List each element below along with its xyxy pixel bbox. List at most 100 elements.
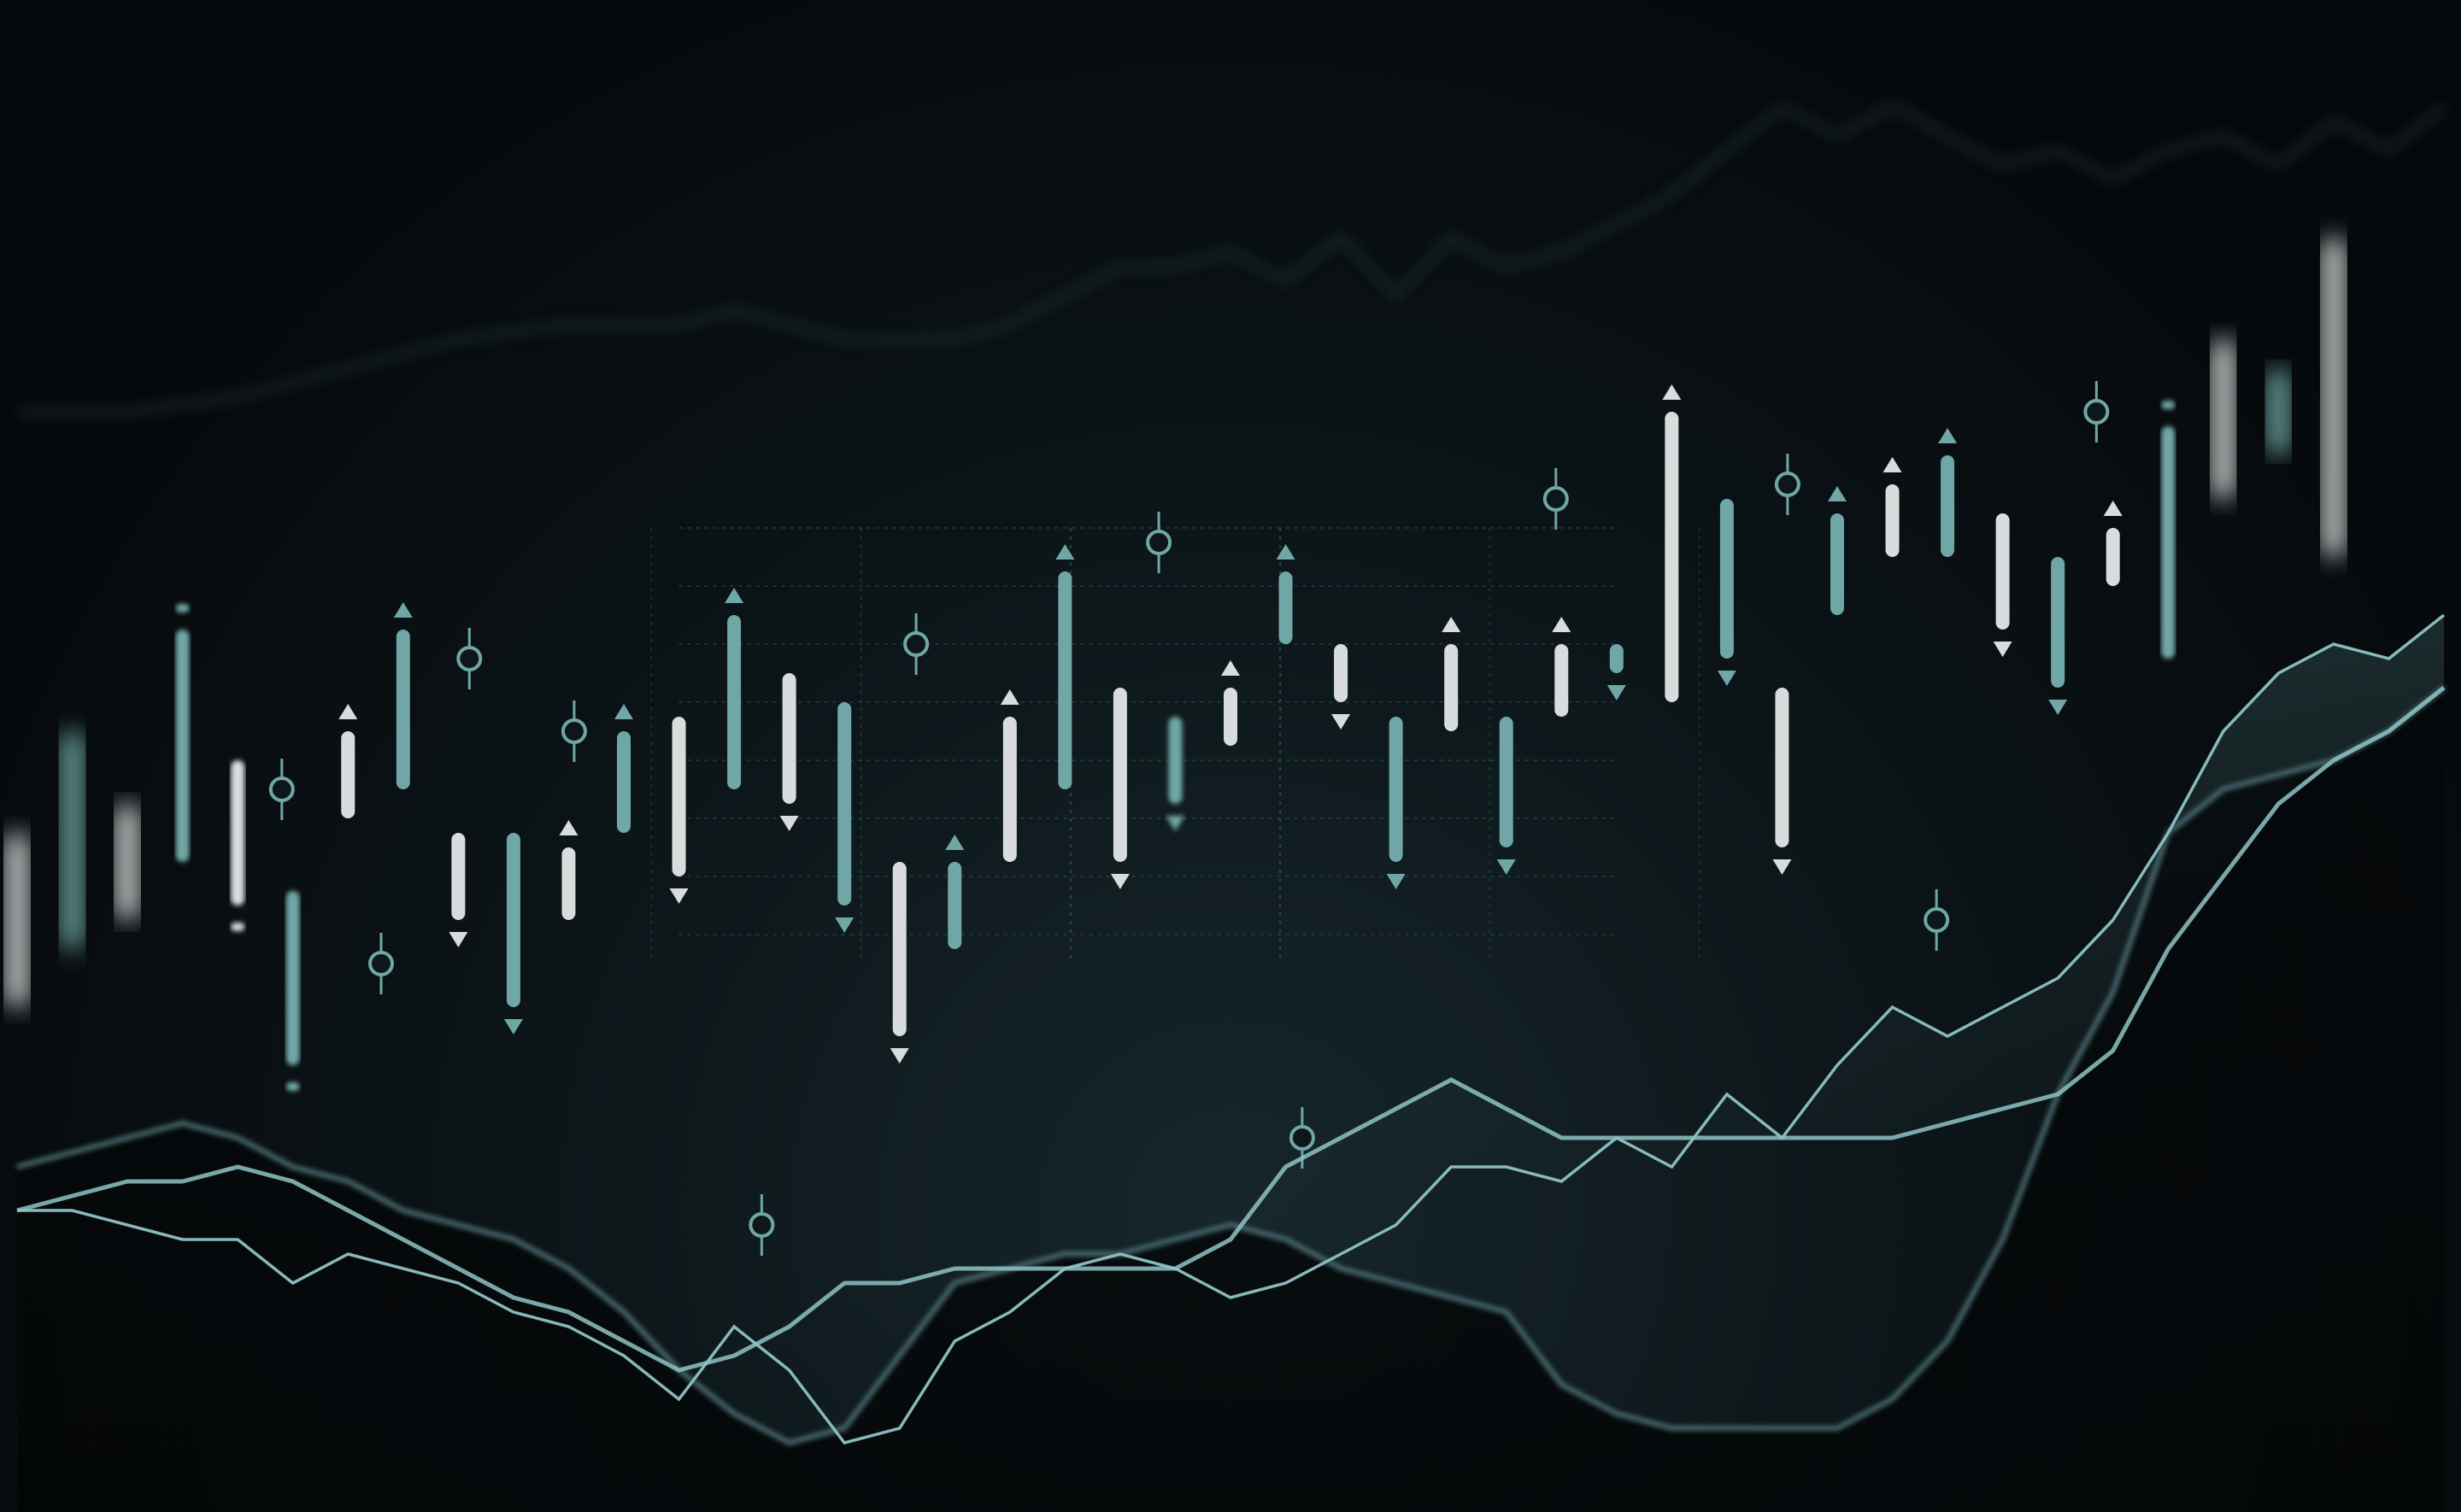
candles-layer bbox=[6, 237, 2345, 1091]
candle bbox=[1221, 660, 1240, 746]
candle-body bbox=[1775, 688, 1789, 847]
pin-circle bbox=[1924, 907, 1950, 933]
candle-body bbox=[1609, 644, 1624, 673]
up-marker bbox=[2103, 501, 2123, 516]
candle-body bbox=[341, 731, 355, 818]
candle-body bbox=[892, 862, 907, 1036]
down-marker bbox=[779, 816, 799, 831]
candle bbox=[2161, 401, 2176, 659]
pin-circle bbox=[1289, 1125, 1315, 1151]
candle bbox=[449, 833, 468, 947]
candle-body bbox=[2211, 339, 2235, 499]
candle bbox=[503, 833, 523, 1034]
candle bbox=[116, 804, 139, 920]
candle bbox=[1552, 617, 1571, 717]
up-marker bbox=[338, 704, 358, 719]
up-marker bbox=[1055, 544, 1075, 560]
candle bbox=[1606, 644, 1626, 700]
lower-line bbox=[16, 685, 2446, 1446]
up-marker bbox=[1552, 617, 1571, 632]
candle-body bbox=[285, 891, 300, 1065]
candle-body bbox=[451, 833, 466, 920]
pin-circle bbox=[903, 631, 930, 657]
candle-body bbox=[1058, 571, 1072, 789]
down-marker bbox=[1166, 816, 1185, 831]
candle bbox=[725, 588, 744, 789]
top-faint-line-layer bbox=[17, 104, 2446, 413]
pin-marker bbox=[561, 700, 587, 762]
down-marker bbox=[1331, 714, 1351, 730]
pin-circle bbox=[368, 951, 394, 976]
pin-circle bbox=[456, 646, 483, 671]
up-marker bbox=[1828, 486, 1847, 501]
candle-body bbox=[1278, 571, 1293, 644]
candle-body bbox=[2322, 237, 2345, 557]
down-marker bbox=[835, 917, 855, 933]
up-marker bbox=[393, 602, 413, 618]
candle-body bbox=[672, 717, 686, 876]
down-marker bbox=[890, 1048, 909, 1064]
lower-area bbox=[17, 688, 2444, 1512]
candle-body bbox=[1941, 455, 1955, 557]
candle bbox=[1276, 544, 1295, 644]
pin-circle bbox=[1146, 530, 1172, 555]
candle-body bbox=[948, 862, 962, 949]
pin-circle bbox=[2083, 399, 2110, 425]
candle bbox=[1442, 617, 1461, 731]
down-marker bbox=[2048, 700, 2068, 715]
down-marker bbox=[669, 888, 689, 904]
candle-body bbox=[1719, 499, 1734, 659]
up-marker bbox=[614, 704, 633, 719]
down-marker bbox=[449, 932, 468, 947]
candle-body bbox=[1444, 644, 1459, 731]
candle-body bbox=[561, 847, 576, 920]
candle bbox=[175, 604, 190, 862]
candle bbox=[1110, 688, 1130, 889]
down-marker bbox=[1993, 642, 2012, 657]
down-marker bbox=[503, 1019, 523, 1034]
candle bbox=[1662, 384, 1682, 702]
down-marker bbox=[1606, 685, 1626, 700]
candle-body bbox=[1224, 688, 1237, 746]
upper-line bbox=[17, 613, 2446, 1445]
top-dot bbox=[2161, 401, 2176, 409]
down-marker bbox=[1717, 671, 1736, 686]
candle bbox=[1055, 544, 1075, 789]
candle bbox=[393, 602, 413, 789]
candle bbox=[559, 820, 579, 920]
candle bbox=[2048, 557, 2068, 715]
candle bbox=[1000, 689, 1019, 862]
top-dot bbox=[175, 604, 190, 612]
candle-body bbox=[1665, 412, 1679, 702]
candle-body bbox=[1334, 644, 1348, 702]
top-faint-line bbox=[17, 104, 2446, 413]
candle bbox=[1882, 457, 1902, 557]
pin-circle bbox=[1542, 486, 1569, 512]
candle-body bbox=[506, 833, 520, 1007]
candle bbox=[1828, 486, 1847, 615]
area-fill-layer bbox=[17, 615, 2444, 1512]
candle-body bbox=[175, 630, 190, 862]
candle-body bbox=[617, 731, 631, 833]
candle-body bbox=[2267, 368, 2290, 455]
candle-body bbox=[837, 702, 852, 905]
pin-marker bbox=[2083, 381, 2110, 442]
up-marker bbox=[1276, 544, 1295, 560]
candle bbox=[779, 673, 799, 831]
candle bbox=[614, 704, 633, 833]
down-marker bbox=[1496, 859, 1516, 875]
candle bbox=[231, 760, 245, 931]
candle bbox=[945, 835, 965, 949]
candle bbox=[61, 731, 84, 949]
band-line bbox=[16, 686, 2446, 1373]
candle bbox=[2103, 501, 2123, 586]
candle-body bbox=[1002, 717, 1017, 862]
grid bbox=[650, 527, 1700, 964]
pin-marker bbox=[1774, 454, 1800, 515]
up-marker bbox=[1000, 689, 1019, 705]
candle bbox=[1386, 717, 1406, 889]
bottom-dot bbox=[285, 1082, 300, 1091]
candle-body bbox=[727, 615, 742, 789]
